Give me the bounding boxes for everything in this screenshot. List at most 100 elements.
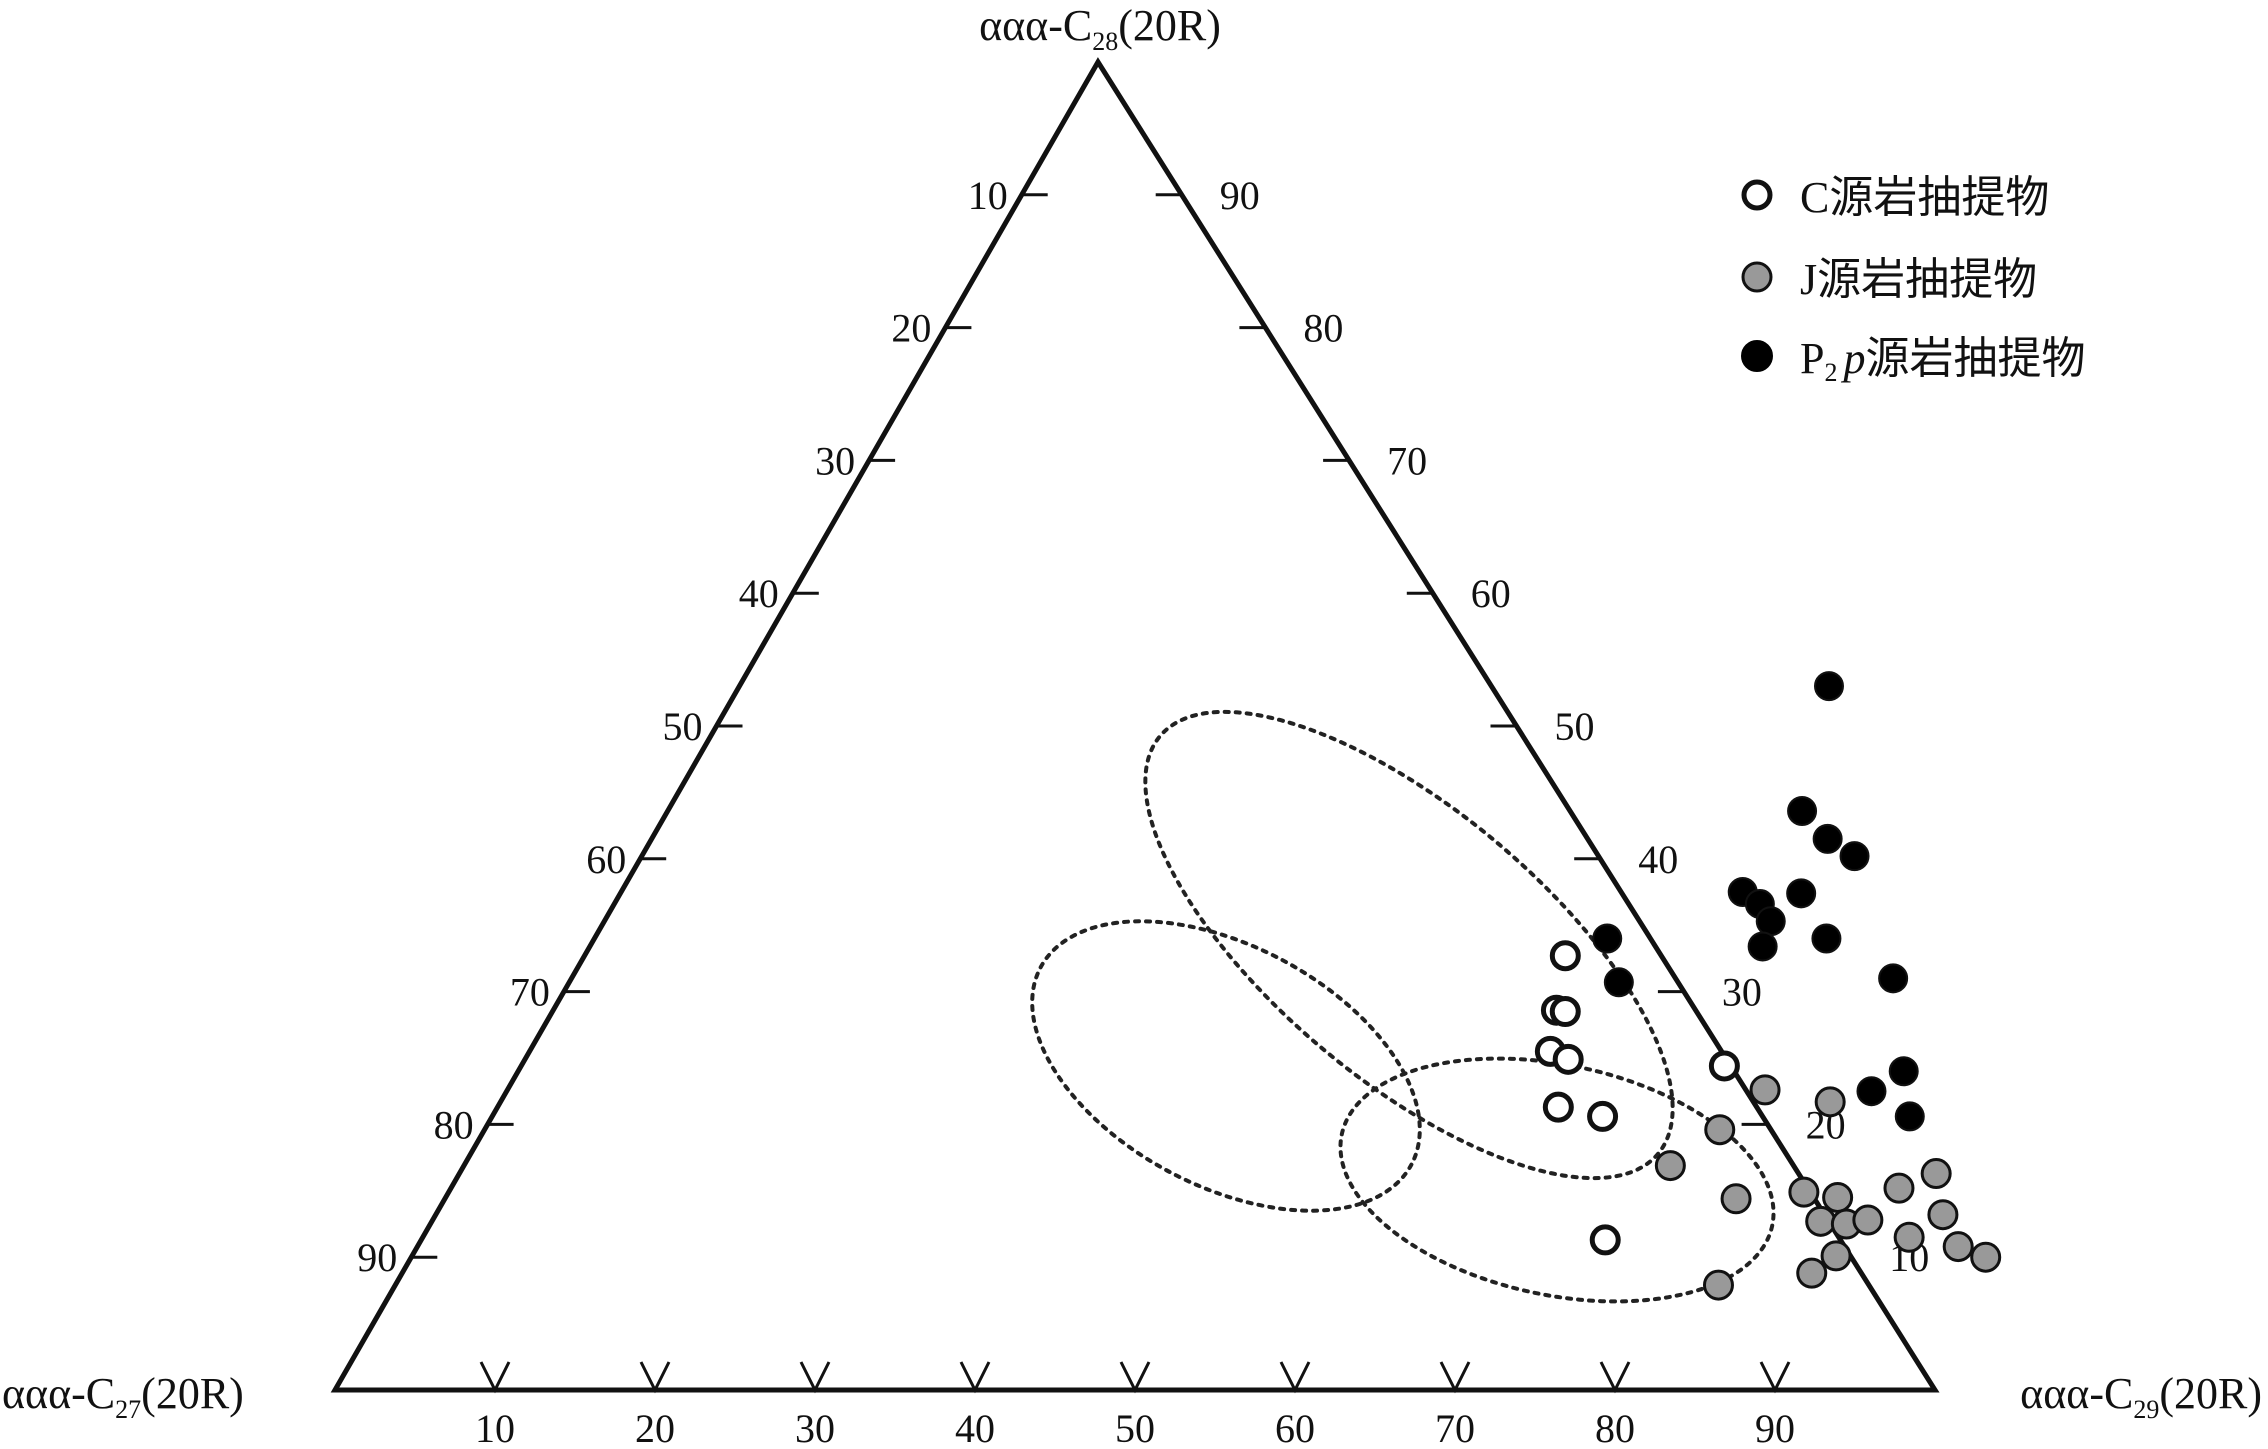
legend-label-c: C源岩抽提物 [1800, 173, 2049, 222]
tick-bottom-40 [959, 1361, 991, 1394]
point-p2p-16 [1894, 1101, 1925, 1132]
point-j-5 [1720, 1183, 1752, 1215]
point-c-2 [1549, 940, 1581, 972]
point-p2p-15 [1856, 1076, 1887, 1107]
point-j-17 [1970, 1241, 2002, 1273]
legend: C源岩抽提物 J源岩抽提物 P2 p源岩抽提物 [1741, 173, 2085, 387]
point-j-1 [1749, 1074, 1781, 1106]
point-j-10 [1805, 1205, 1837, 1237]
point-c-4 [1552, 1043, 1584, 1075]
point-j-19 [1702, 1269, 1734, 1301]
point-c-7 [1708, 1050, 1740, 1082]
point-p2p-8 [1755, 906, 1786, 937]
point-j-13 [1820, 1240, 1852, 1272]
tick-left-90 [399, 1255, 438, 1278]
point-p2p-13 [1603, 967, 1634, 998]
tick-label-left-80: 80 [434, 1102, 474, 1147]
group-enclosures [1030, 709, 1776, 1304]
point-j-8 [1920, 1158, 1952, 1190]
tick-bottom-80 [1599, 1361, 1631, 1394]
tick-label-left-20: 20 [891, 306, 931, 351]
legend-marker-j [1741, 261, 1773, 293]
point-p2p-1 [1813, 671, 1844, 702]
tick-label-right-80: 80 [1303, 306, 1343, 351]
tick-right-20 [1741, 1122, 1781, 1144]
point-j-12 [1852, 1204, 1884, 1236]
legend-marker-c [1741, 179, 1773, 211]
tick-bottom-70 [1439, 1361, 1471, 1394]
tick-label-right-30: 30 [1722, 970, 1762, 1015]
point-j-9 [1883, 1172, 1915, 1204]
tick-label-bottom-40: 40 [955, 1406, 995, 1449]
enclosure-c [1030, 919, 1422, 1213]
tick-left-40 [780, 591, 819, 614]
tick-label-right-40: 40 [1638, 837, 1678, 882]
tick-label-bottom-70: 70 [1435, 1406, 1475, 1449]
point-p2p-12 [1592, 923, 1623, 954]
point-c-5 [1542, 1091, 1574, 1123]
point-c-8 [1589, 1224, 1621, 1256]
legend-entry-c: C源岩抽提物 [1741, 173, 2049, 222]
tick-label-left-70: 70 [510, 970, 550, 1015]
legend-marker-p2p [1741, 340, 1773, 372]
point-c-9 [1549, 996, 1581, 1028]
point-p2p-3 [1812, 823, 1843, 854]
tick-label-left-60: 60 [586, 837, 626, 882]
tick-label-left-50: 50 [663, 704, 703, 749]
point-j-15 [1927, 1199, 1959, 1231]
point-c-6 [1587, 1100, 1619, 1132]
tick-label-right-50: 50 [1555, 704, 1595, 749]
point-p2p-4 [1839, 841, 1870, 872]
legend-entry-p2p: P2 p源岩抽提物 [1741, 334, 2085, 387]
tick-label-right-70: 70 [1387, 438, 1427, 483]
tick-label-left-10: 10 [968, 173, 1008, 218]
tick-label-bottom-20: 20 [635, 1406, 675, 1449]
point-j-2 [1814, 1086, 1846, 1118]
ternary-triangle [330, 57, 1940, 1393]
tick-bottom-20 [639, 1361, 671, 1394]
tick-bottom-60 [1279, 1361, 1311, 1394]
point-j-6 [1788, 1176, 1820, 1208]
tick-label-left-90: 90 [357, 1235, 397, 1280]
tick-right-40 [1574, 857, 1614, 879]
tick-left-10 [1009, 193, 1048, 215]
enclosure-p2p [1143, 709, 1675, 1181]
point-j-7 [1822, 1181, 1854, 1213]
legend-label-j: J源岩抽提物 [1800, 255, 2037, 304]
tick-left-60 [627, 857, 667, 879]
tick-label-bottom-10: 10 [475, 1406, 515, 1449]
tick-bottom-30 [799, 1361, 831, 1394]
data-points [1534, 671, 2002, 1301]
tick-left-70 [551, 990, 590, 1012]
tick-left-30 [856, 458, 896, 481]
point-j-3 [1704, 1114, 1736, 1146]
tick-right-70 [1323, 458, 1363, 480]
tick-label-left-40: 40 [739, 571, 779, 616]
tick-label-bottom-50: 50 [1115, 1406, 1155, 1449]
tick-label-bottom-60: 60 [1275, 1406, 1315, 1449]
tick-right-80 [1239, 326, 1279, 348]
point-j-16 [1942, 1231, 1974, 1263]
point-p2p-10 [1811, 923, 1842, 954]
vertex-label-left: ααα-C27(20R) [2, 1369, 244, 1424]
tick-right-90 [1155, 193, 1195, 215]
tick-label-right-60: 60 [1471, 571, 1511, 616]
point-p2p-7 [1786, 878, 1817, 909]
legend-entry-j: J源岩抽提物 [1741, 255, 2037, 304]
point-p2p-11 [1878, 963, 1909, 994]
tick-label-bottom-30: 30 [795, 1406, 835, 1449]
point-j-14 [1893, 1221, 1925, 1253]
tick-label-left-30: 30 [815, 438, 855, 483]
legend-label-p2p: P2 p源岩抽提物 [1800, 334, 2085, 387]
tick-label-bottom-90: 90 [1755, 1406, 1795, 1449]
vertex-label-top: ααα-C28(20R) [979, 1, 1221, 56]
tick-left-80 [475, 1122, 514, 1145]
tick-right-50 [1490, 724, 1530, 746]
tick-label-bottom-80: 80 [1595, 1406, 1635, 1449]
tick-bottom-50 [1119, 1361, 1151, 1394]
tick-label-right-90: 90 [1220, 173, 1260, 218]
tick-left-20 [933, 326, 972, 348]
tick-right-60 [1406, 591, 1446, 613]
